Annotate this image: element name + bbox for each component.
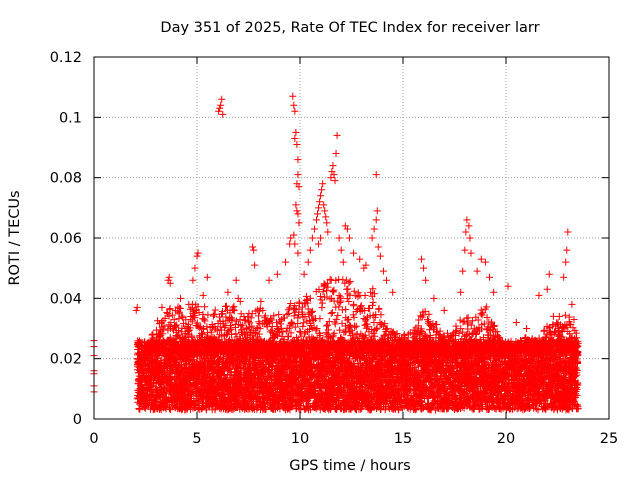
data-point (328, 308, 336, 316)
data-point (335, 291, 343, 299)
data-point (350, 287, 358, 295)
data-point (318, 304, 326, 312)
data-point (200, 315, 208, 323)
data-point (346, 277, 354, 285)
data-point (158, 318, 166, 326)
data-point (327, 309, 335, 317)
data-point (302, 292, 310, 300)
data-markers (90, 92, 582, 414)
data-point (209, 312, 217, 320)
data-point (204, 311, 212, 319)
data-point (316, 315, 324, 323)
data-point (329, 287, 337, 295)
data-point (342, 305, 350, 313)
data-point (338, 306, 346, 314)
data-point (334, 311, 342, 319)
grid-lines (94, 57, 609, 419)
data-point (201, 303, 209, 311)
data-point (318, 299, 326, 307)
data-point (222, 302, 230, 310)
data-point (330, 286, 338, 294)
data-point (284, 306, 292, 314)
data-point (149, 330, 157, 338)
data-point (160, 322, 168, 330)
data-point (211, 306, 219, 314)
data-point (330, 329, 338, 337)
data-point (148, 331, 156, 339)
data-point (324, 321, 332, 329)
data-point (155, 332, 163, 340)
data-point (352, 322, 360, 330)
data-point (161, 314, 169, 322)
data-point (159, 330, 167, 338)
data-point (199, 310, 207, 318)
